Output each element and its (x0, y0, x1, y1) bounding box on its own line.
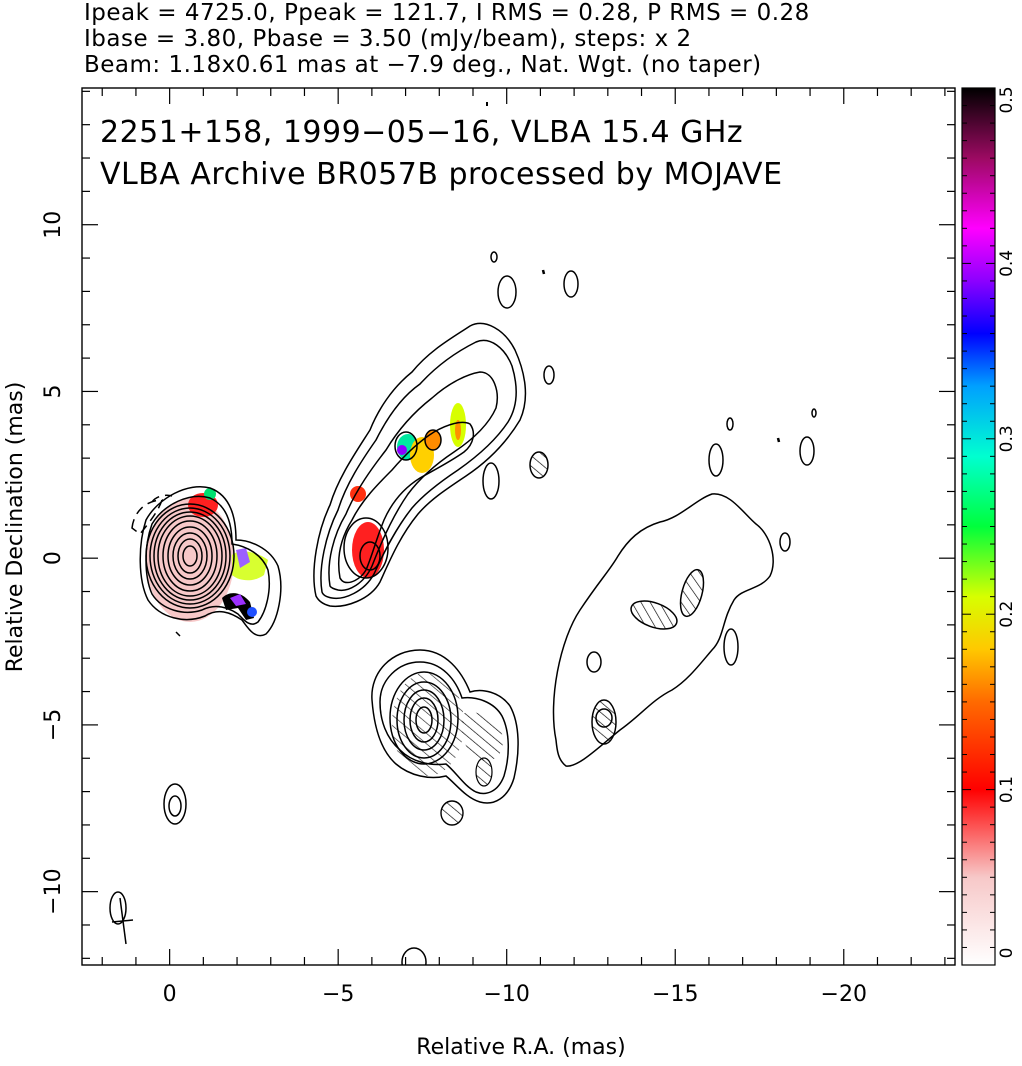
header-line-2: Ibase = 3.80, Pbase = 3.50 (mJy/beam), s… (84, 26, 692, 52)
core-contour-10 (177, 538, 203, 574)
colorbar-tick-label: 0.1 (997, 776, 1017, 803)
core-contour-8 (167, 526, 213, 586)
blob-8 (708, 443, 724, 477)
blob-6 (482, 462, 500, 500)
jet-contour-knot-north (394, 431, 418, 461)
colorbar-tick-label: 0.3 (997, 425, 1017, 452)
blob-1 (163, 783, 187, 825)
colorbar-tick-labels: 0 0.1 0.2 0.3 0.4 0.5 (997, 86, 1017, 958)
x-axis-ticks (101, 88, 946, 965)
jet-contour-knot-core (359, 541, 381, 571)
plot-annotation-line-1: 2251+158, 1999−05−16, VLBA 15.4 GHz (100, 115, 743, 150)
core-contour-6 (157, 515, 223, 597)
y-axis-label: Relative Declination (mas) (3, 382, 28, 673)
y-tick-label: 0 (41, 551, 66, 565)
west-contour-inner-3 (595, 708, 613, 728)
south-hatch-east (461, 712, 503, 761)
west-contour-small (586, 651, 602, 673)
south-contour-outer (371, 649, 519, 804)
y-axis-ticks (82, 90, 955, 959)
core-contour-negative-2 (151, 494, 173, 503)
dot-2 (776, 437, 781, 443)
southern-hatch (392, 672, 503, 826)
core-contour-3 (145, 503, 235, 609)
x-tick-label: −5 (322, 982, 354, 1007)
blob-3 (490, 251, 498, 263)
y-tick-label: −5 (41, 709, 66, 741)
beam-cross (111, 897, 134, 945)
blob-14 (401, 947, 427, 965)
colorbar-tick-label: 0.2 (997, 601, 1017, 628)
blob-5 (543, 365, 555, 385)
pol-patch-core-blue (247, 607, 257, 617)
west-hatch-1 (630, 600, 678, 630)
jet-contour-2 (320, 339, 517, 600)
colorbar-tick-label: 0 (997, 948, 1017, 959)
west-hatch-3 (591, 699, 617, 745)
core-contour-outer (139, 486, 282, 637)
blob-13 (811, 408, 817, 418)
blob-7 (529, 451, 549, 479)
core-contour-negative (131, 499, 164, 536)
jet-contours (313, 322, 527, 608)
west-hatch-2 (679, 568, 705, 618)
colorbar-ticks (962, 87, 995, 966)
western-contours (552, 493, 774, 767)
header-line-1: Ipeak = 4725.0, Ppeak = 121.7, I RMS = 0… (84, 0, 810, 26)
header-line-3: Beam: 1.18x0.61 mas at −7.9 deg., Nat. W… (84, 52, 762, 78)
core-contour-7 (162, 520, 218, 592)
isolated-contours (109, 102, 817, 965)
pol-patch-core-purple (230, 594, 246, 606)
x-tick-label: −10 (483, 982, 529, 1007)
core-contour-2 (145, 495, 270, 625)
x-tick-label: −20 (821, 982, 867, 1007)
south-hatch-main (392, 672, 464, 776)
x-tick-label: 0 (163, 982, 177, 1007)
blob-2 (497, 275, 517, 309)
pol-patch-core-black (222, 593, 254, 620)
plot-area (109, 102, 817, 965)
colorbar (962, 88, 995, 965)
dot-1 (541, 269, 546, 275)
y-axis-tick-labels: 10 5 0 −5 −10 (41, 211, 66, 915)
core-contours (131, 486, 282, 637)
dot-4 (175, 631, 181, 637)
core-contour-11 (182, 545, 198, 567)
jet-contour-3 (328, 371, 498, 592)
pol-patch-jet-purple (397, 445, 407, 455)
west-contour-outer (552, 493, 774, 767)
jet-contour-outer (313, 322, 527, 608)
south-hatch-bottom (440, 800, 464, 826)
blob-9 (726, 417, 734, 431)
blob-1-inner (168, 795, 182, 817)
jet-contour-knot-inner (343, 517, 389, 579)
plot-frame (81, 87, 956, 966)
y-tick-label: 10 (41, 211, 66, 239)
pol-patch-jet-lime-core (455, 420, 461, 440)
y-tick-label: 5 (41, 384, 66, 398)
x-axis-label: Relative R.A. (mas) (416, 1035, 625, 1060)
blob-15 (109, 891, 127, 925)
blob-4 (563, 270, 579, 298)
colorbar-tick-label: 0.4 (997, 250, 1017, 277)
core-contour-9 (172, 532, 208, 580)
pol-patch-knot (352, 522, 384, 578)
core-contour-5 (153, 511, 227, 601)
south-hatch-east-2 (475, 757, 493, 787)
pol-patch-core-east-edge (236, 548, 250, 568)
blob-11 (779, 532, 791, 552)
blob-10 (799, 436, 815, 466)
colorbar-tick-label: 0.5 (997, 86, 1017, 113)
core-contour-4 (149, 507, 231, 605)
x-tick-label: −15 (652, 982, 698, 1007)
y-tick-label: −10 (41, 868, 66, 914)
plot-annotation-line-2: VLBA Archive BR057B processed by MOJAVE (100, 157, 783, 192)
blob-12 (723, 628, 739, 666)
jet-contour-knot-north-2 (424, 429, 442, 451)
x-axis-tick-labels: 0 −5 −10 −15 −20 (163, 982, 867, 1007)
